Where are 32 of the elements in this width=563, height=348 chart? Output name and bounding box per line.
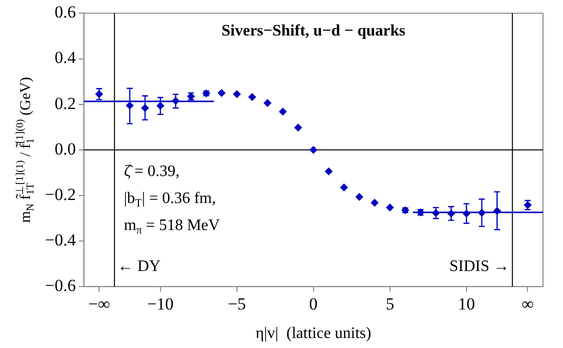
point	[309, 146, 318, 154]
point	[294, 124, 302, 132]
x-tick-label: 5	[386, 294, 394, 314]
point	[370, 198, 379, 207]
y-tick-label: −0.4	[44, 230, 76, 250]
x-tick-label: −5	[228, 294, 246, 314]
text: mN f̃⊥[1](1)1T / f̃[1](0)1 (GeV)	[14, 77, 36, 223]
y-tick-label: 0.6	[54, 2, 76, 22]
x-tick-label: ∞	[522, 294, 534, 314]
x-tick-label: 0	[309, 294, 318, 314]
point	[340, 183, 348, 192]
point	[264, 98, 272, 107]
point	[386, 204, 394, 212]
x-axis-title: η|v| (lattice units)	[256, 325, 372, 342]
point	[278, 108, 287, 116]
text: Sivers−Shift, u−d − quarks	[221, 22, 406, 40]
ref-line-label: ← DY	[117, 258, 162, 275]
y-tick-label: −0.6	[44, 276, 76, 296]
point	[218, 88, 226, 97]
y-tick-label: 0.0	[54, 139, 76, 158]
point	[232, 90, 241, 98]
y-tick-label: −0.2	[44, 184, 76, 204]
annotation: ζ̂ = 0.39,	[124, 163, 180, 180]
y-tick-label: 0.4	[54, 48, 76, 68]
x-tick-label: −10	[147, 294, 174, 314]
x-tick-label: −∞	[88, 294, 110, 314]
point	[248, 93, 256, 102]
x-tick-label: 10	[458, 294, 475, 314]
y-tick-label: 0.2	[54, 94, 76, 113]
ref-line-label: SIDIS →	[449, 258, 510, 275]
point	[324, 167, 333, 176]
point	[355, 192, 364, 201]
